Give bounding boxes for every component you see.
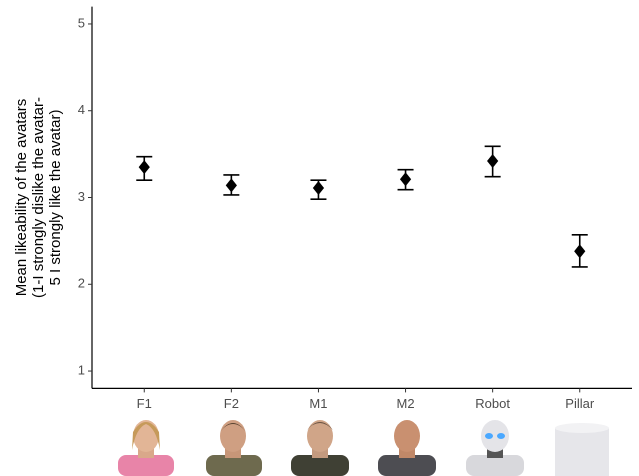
mean-marker [138, 160, 150, 175]
mean-marker [574, 244, 586, 259]
avatar-images [118, 420, 609, 476]
x-tick-label: M1 [309, 396, 327, 411]
y-axis-label: Mean likeability of the avatars [13, 99, 30, 297]
mean-marker [312, 180, 325, 195]
avatar-f2 [206, 420, 262, 476]
avatar-m2 [378, 420, 436, 476]
mean-marker [399, 172, 412, 187]
x-tick-label: F1 [137, 396, 152, 411]
x-tick-label: F2 [224, 396, 239, 411]
x-tick-label: Robot [475, 396, 510, 411]
y-tick-label: 3 [78, 189, 85, 204]
y-tick-label: 1 [78, 362, 85, 377]
x-tick-label: M2 [397, 396, 415, 411]
y-tick-label: 4 [78, 102, 85, 117]
mean-marker [487, 154, 499, 169]
avatar-robot [466, 420, 524, 476]
y-axis-label: (1-I strongly dislike the avatar- [30, 97, 47, 298]
y-axis-label: 5 I strongly like the avatar) [47, 110, 64, 286]
x-tick-label: Pillar [565, 396, 595, 411]
avatar-pillar [555, 423, 609, 476]
avatar-m1 [291, 420, 349, 476]
y-tick-label: 5 [78, 15, 85, 30]
y-tick-label: 2 [78, 276, 85, 291]
avatar-f1 [118, 420, 174, 476]
mean-marker [225, 178, 237, 193]
